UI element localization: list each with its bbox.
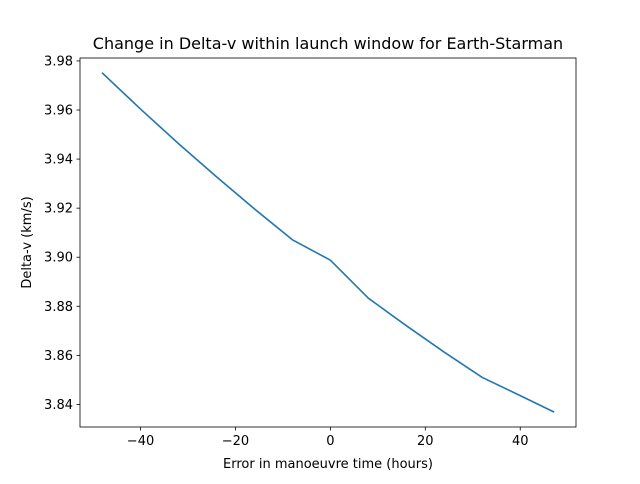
y-axis-label: Delta-v (km/s) [20,196,35,288]
plot-area [80,58,576,427]
y-tick-label: 3.96 [44,104,73,119]
y-tick-label: 3.88 [44,300,73,315]
y-axis-ticks: 3.84 3.86 3.88 3.90 3.92 3.94 3.96 3.98 [44,54,80,413]
y-tick-label: 3.94 [44,153,73,168]
x-axis-ticks: −40 −20 0 20 40 [127,427,529,449]
y-tick-label: 3.86 [44,349,73,364]
x-axis-label: Error in manoeuvre time (hours) [223,457,433,472]
x-tick-label: 0 [326,434,334,449]
x-tick-label: 40 [512,434,529,449]
axes-frame [79,57,577,428]
x-tick-label: −20 [222,434,249,449]
chart-title: Change in Delta-v within launch window f… [93,34,563,53]
y-tick-label: 3.98 [44,54,73,69]
y-tick-label: 3.92 [44,202,73,217]
y-tick-label: 3.84 [44,398,73,413]
x-tick-label: −40 [127,434,154,449]
series-layer [101,72,555,413]
series-line-delta-v [101,72,555,413]
x-tick-label: 20 [417,434,434,449]
y-tick-label: 3.90 [44,251,73,266]
